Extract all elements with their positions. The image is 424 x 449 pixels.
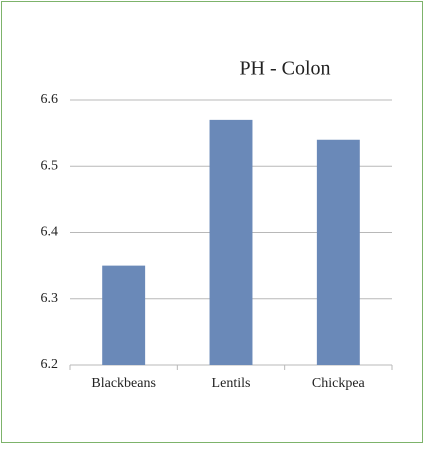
y-tick-label: 6.4 — [41, 225, 59, 240]
y-tick-label: 6.6 — [41, 92, 59, 107]
x-tick-label: Blackbeans — [91, 376, 156, 391]
bar — [209, 119, 253, 365]
y-tick-label: 6.5 — [41, 158, 59, 173]
bar — [102, 265, 146, 365]
x-tick-label: Lentils — [212, 376, 251, 391]
chart-title: PH - Colon — [239, 58, 330, 80]
x-tick-label: Chickpea — [312, 376, 366, 391]
y-tick-label: 6.3 — [41, 291, 59, 306]
bar — [316, 139, 360, 365]
y-tick-label: 6.2 — [41, 357, 59, 372]
